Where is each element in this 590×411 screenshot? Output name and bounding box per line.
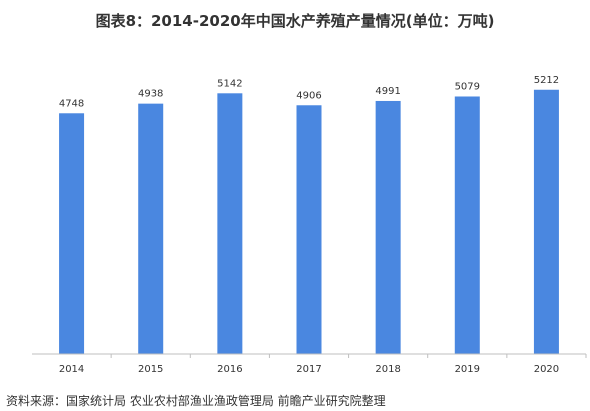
bar-2018 [375, 100, 401, 355]
bar-2017 [296, 105, 322, 355]
data-label-2016: 5142 [217, 78, 242, 89]
chart-title: 图表8：2014-2020年中国水产养殖产量情况(单位：万吨) [95, 12, 495, 30]
data-label-2017: 4906 [296, 90, 321, 101]
data-label-2015: 4938 [138, 89, 163, 100]
bar-2020 [533, 89, 559, 354]
bar-2015 [138, 103, 164, 354]
data-label-2019: 5079 [455, 81, 480, 92]
bars-layer [59, 89, 559, 355]
x-tick-2015: 2015 [138, 364, 163, 375]
data-label-2014: 4748 [59, 98, 84, 109]
bar-2019 [454, 96, 480, 355]
bar-2016 [217, 93, 243, 355]
x-tick-2016: 2016 [217, 364, 242, 375]
data-label-2018: 4991 [375, 86, 400, 97]
x-tick-2014: 2014 [59, 364, 84, 375]
source-note: 资料来源：国家统计局 农业农村部渔业渔政管理局 前瞻产业研究院整理 [6, 394, 386, 408]
bar-2014 [59, 113, 85, 354]
data-labels-layer: 4748 4938 5142 4906 4991 5079 5212 [59, 75, 559, 110]
x-tick-2017: 2017 [296, 364, 321, 375]
x-tick-2020: 2020 [534, 364, 559, 375]
x-tick-2019: 2019 [455, 364, 480, 375]
x-tick-2018: 2018 [375, 364, 400, 375]
x-axis-ticks: 2014 2015 2016 2017 2018 2019 2020 [59, 354, 587, 375]
data-label-2020: 5212 [534, 75, 559, 86]
